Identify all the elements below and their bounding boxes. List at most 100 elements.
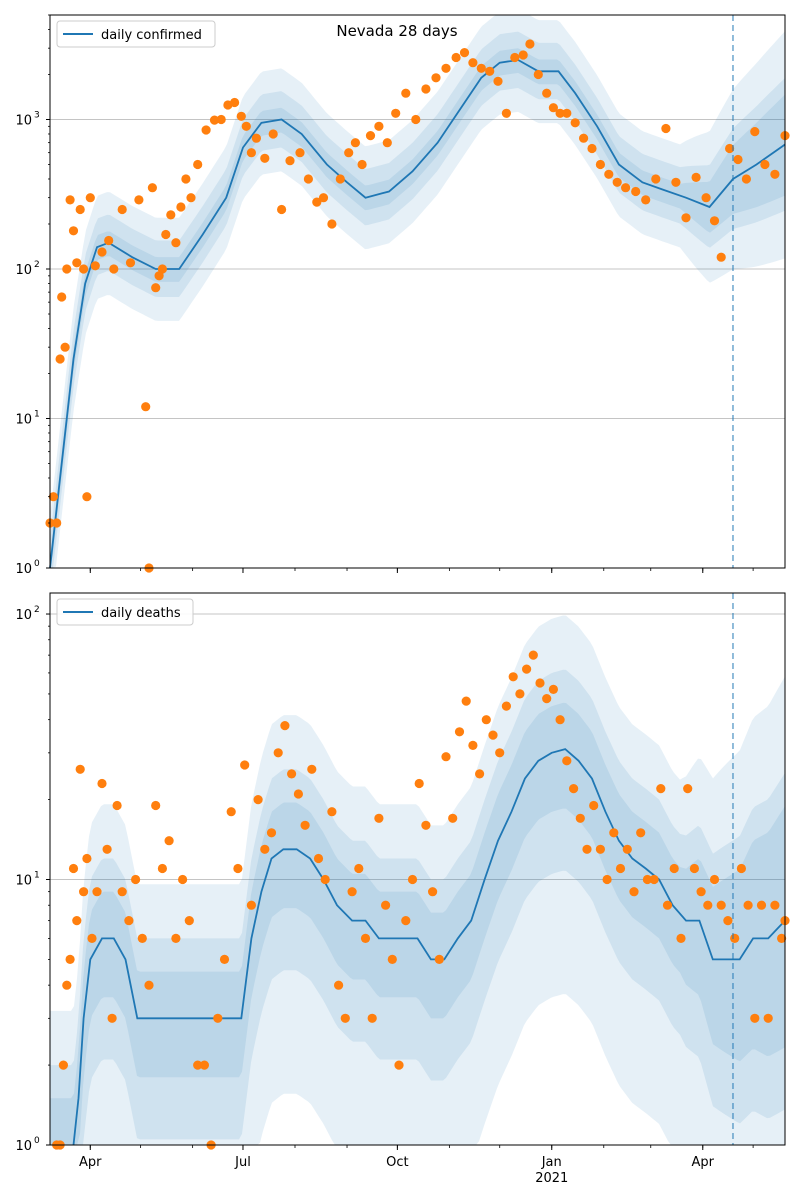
legend-box xyxy=(56,20,216,48)
confirmed-data-point xyxy=(181,174,191,184)
deaths-data-point xyxy=(87,933,97,944)
y-tick-exponent: 3 xyxy=(34,110,40,120)
confirmed-data-point xyxy=(555,108,565,118)
deaths-data-point xyxy=(642,874,653,885)
deaths-data-point xyxy=(102,844,112,854)
deaths-data-point xyxy=(287,769,297,779)
confirmed-data-point xyxy=(236,111,246,121)
confirmed-data-point xyxy=(147,183,157,193)
confirmed-data-point xyxy=(533,69,543,80)
y-tick-exponent: 0 xyxy=(34,1136,40,1146)
chart-title: Nevada 28 days xyxy=(336,22,457,40)
confirmed-data-point xyxy=(60,342,70,352)
deaths-data-point xyxy=(367,1013,377,1023)
y-tick-exponent: 0 xyxy=(34,559,40,569)
confirmed-data-point xyxy=(327,219,337,229)
confirmed-data-point xyxy=(391,108,401,118)
confirmed-data-point xyxy=(246,148,256,158)
confirmed-band-3 xyxy=(50,48,785,569)
confirmed-data-point xyxy=(691,172,701,182)
deaths-band-2 xyxy=(50,669,785,1145)
confirmed-data-point xyxy=(716,252,726,262)
confirmed-data-point xyxy=(459,48,470,58)
confirmed-data-point xyxy=(318,193,329,203)
deaths-data-point xyxy=(266,828,277,838)
deaths-data-point xyxy=(756,900,767,910)
deaths-data-point xyxy=(589,800,599,811)
deaths-data-point xyxy=(219,954,230,965)
confirmed-data-point xyxy=(725,143,735,154)
deaths-data-point xyxy=(703,900,713,910)
deaths-data-point xyxy=(233,863,243,874)
confirmed-data-point xyxy=(431,73,441,83)
deaths-data-point xyxy=(82,853,92,864)
confirmed-data-point xyxy=(451,52,461,63)
deaths-uncertainty-bands xyxy=(50,615,785,1145)
deaths-data-point xyxy=(730,933,740,944)
x-tick-label: Jul xyxy=(234,1155,251,1170)
deaths-data-point xyxy=(743,900,753,910)
confirmed-data-point xyxy=(125,258,136,268)
confirmed-data-point xyxy=(68,226,79,236)
deaths-data-point xyxy=(495,748,505,758)
deaths-data-point xyxy=(178,874,188,885)
y-tick-exponent: 2 xyxy=(34,605,40,615)
confirmed-data-point xyxy=(295,148,305,158)
deaths-data-point xyxy=(347,887,357,897)
confirmed-data-point xyxy=(357,159,367,170)
confirmed-data-point xyxy=(671,177,681,187)
deaths-data-point xyxy=(501,701,511,711)
confirmed-data-point xyxy=(251,133,261,143)
confirmed-points xyxy=(45,39,790,573)
deaths-data-point xyxy=(656,784,666,794)
confirmed-data-point xyxy=(485,66,495,76)
deaths-data-point xyxy=(124,916,134,926)
deaths-data-point xyxy=(199,1060,209,1070)
deaths-data-point xyxy=(428,887,438,897)
deaths-data-point xyxy=(334,980,344,990)
confirmed-data-point xyxy=(741,174,752,184)
deaths-data-point xyxy=(716,900,726,910)
x-tick-label: Jan xyxy=(541,1155,562,1170)
deaths-data-point xyxy=(515,689,525,699)
deaths-data-point xyxy=(481,715,491,725)
deaths-data-point xyxy=(750,1013,760,1023)
confirmed-data-point xyxy=(109,264,119,274)
confirmed-data-point xyxy=(151,283,161,293)
confirmed-legend: daily confirmed xyxy=(56,20,216,48)
deaths-data-point xyxy=(595,844,606,854)
deaths-data-point xyxy=(354,863,364,874)
confirmed-data-point xyxy=(468,58,478,68)
deaths-data-point xyxy=(300,820,310,830)
deaths-data-point xyxy=(58,1060,68,1070)
deaths-data-point xyxy=(535,678,545,688)
confirmed-data-point xyxy=(260,153,270,163)
confirmed-data-point xyxy=(335,174,345,184)
confirmed-data-point xyxy=(312,197,322,207)
confirmed-data-point xyxy=(216,114,226,125)
confirmed-data-point xyxy=(510,52,520,63)
deaths-data-point xyxy=(97,778,107,789)
confirmed-data-point xyxy=(631,186,641,197)
confirmed-data-point xyxy=(411,114,421,125)
deaths-data-point xyxy=(522,664,532,674)
deaths-data-point xyxy=(253,795,263,805)
deaths-plot-frame xyxy=(49,592,786,1146)
deaths-data-point xyxy=(468,740,478,751)
y-tick-label: 10 xyxy=(15,113,32,128)
deaths-data-point xyxy=(582,844,592,854)
y-tick-exponent: 1 xyxy=(34,409,40,419)
deaths-data-point xyxy=(75,764,85,774)
y-tick-label: 10 xyxy=(15,874,32,889)
confirmed-data-point xyxy=(176,202,186,212)
confirmed-data-point xyxy=(134,195,144,205)
y-tick-exponent: 1 xyxy=(34,871,40,881)
confirmed-data-point xyxy=(186,193,196,203)
deaths-data-point xyxy=(636,828,646,838)
confirmed-data-point xyxy=(441,63,451,73)
confirmed-data-point xyxy=(641,195,651,205)
deaths-data-point xyxy=(144,980,154,990)
confirmed-data-point xyxy=(141,402,151,412)
deaths-data-point xyxy=(117,887,127,897)
confirmed-data-point xyxy=(350,138,360,148)
